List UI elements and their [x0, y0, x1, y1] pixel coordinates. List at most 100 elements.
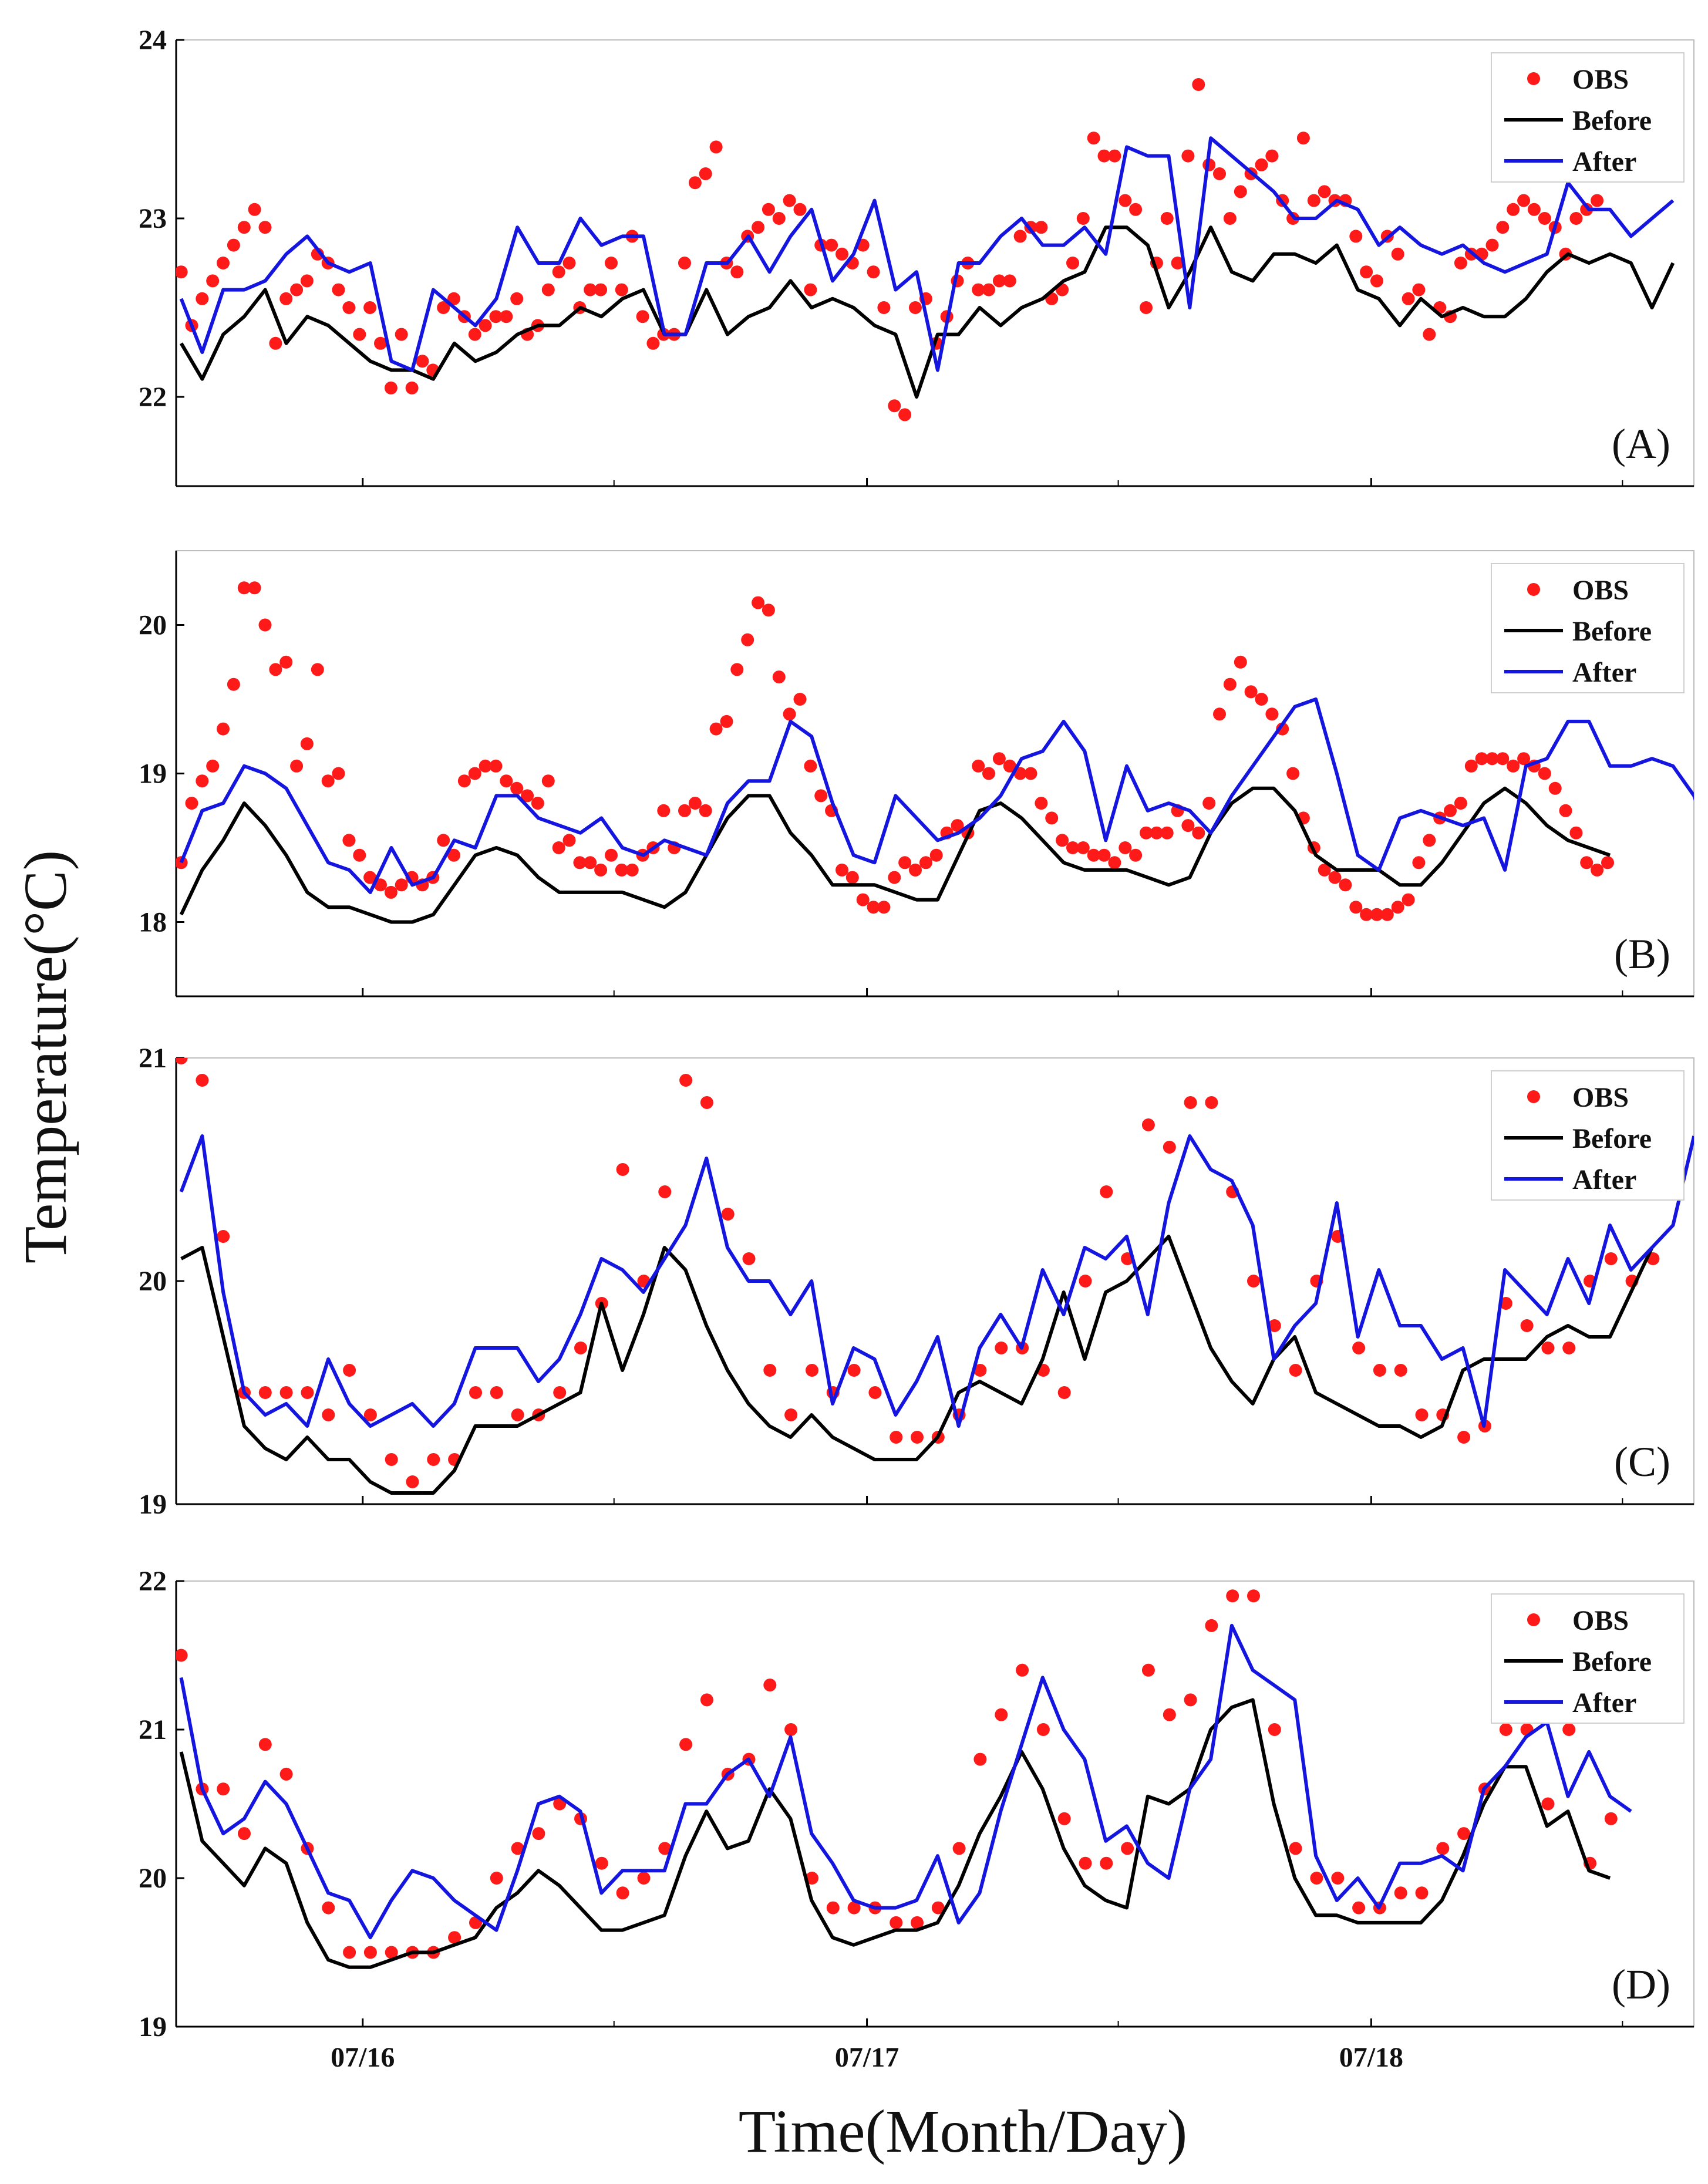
obs-point — [688, 797, 702, 810]
obs-point — [541, 283, 555, 296]
obs-point — [457, 774, 471, 788]
panel-b-y-tick-label: 18 — [139, 907, 167, 938]
obs-point — [416, 355, 429, 368]
obs-point — [1265, 707, 1279, 721]
obs-point — [552, 841, 565, 854]
x-tick-label: 07/16 — [331, 2042, 395, 2073]
obs-point — [952, 1842, 966, 1855]
obs-point — [1087, 848, 1100, 862]
panel-c: 19 20 21 OBS Before After (C) — [139, 1043, 1694, 1520]
obs-point — [1141, 1663, 1155, 1677]
obs-point — [176, 1058, 188, 1064]
obs-point — [322, 1408, 335, 1421]
obs-point — [784, 1723, 798, 1736]
obs-point — [1296, 132, 1310, 145]
obs-point — [206, 274, 220, 288]
panel-b-series-after-line — [179, 697, 1694, 894]
obs-point — [1121, 1842, 1134, 1855]
obs-point — [437, 301, 450, 314]
obs-point — [636, 310, 649, 323]
x-axis-title: Time(Month/Day) — [739, 2098, 1188, 2165]
obs-point — [616, 1886, 629, 1900]
obs-point — [227, 238, 240, 252]
obs-point — [176, 1649, 188, 1662]
obs-point — [1604, 1252, 1618, 1265]
obs-point — [353, 328, 366, 341]
obs-point — [1591, 194, 1604, 207]
obs-point — [806, 1364, 818, 1377]
obs-point — [1276, 722, 1289, 736]
obs-point — [1223, 212, 1237, 225]
obs-point — [700, 1693, 713, 1707]
obs-point — [1423, 328, 1436, 341]
obs-point — [637, 1872, 651, 1885]
obs-point — [1352, 1342, 1366, 1354]
obs-point — [1255, 693, 1268, 706]
obs-point — [1087, 132, 1100, 145]
obs-point — [615, 283, 628, 296]
obs-point — [332, 767, 345, 780]
obs-point — [804, 283, 817, 296]
panel-d-series-after-line — [179, 1623, 1632, 1940]
obs-point — [1234, 185, 1247, 198]
obs-point — [448, 1931, 461, 1944]
obs-point — [1247, 1589, 1260, 1603]
obs-point — [1569, 212, 1583, 225]
obs-point — [847, 1364, 861, 1377]
obs-point — [982, 767, 995, 780]
obs-point — [279, 1767, 293, 1781]
panel-b-y-tick-label: 20 — [139, 610, 167, 641]
obs-point — [510, 781, 524, 795]
obs-point — [395, 328, 408, 341]
obs-point — [699, 804, 712, 817]
obs-point — [584, 856, 597, 869]
obs-point — [279, 655, 293, 669]
obs-point — [678, 257, 691, 269]
obs-point — [1192, 78, 1205, 91]
obs-point — [720, 714, 733, 728]
obs-point — [657, 804, 671, 817]
obs-point — [836, 247, 848, 261]
obs-point — [919, 856, 932, 869]
obs-point — [688, 176, 702, 190]
x-tick-labels: 07/16 07/17 07/18 — [331, 2042, 1403, 2073]
obs-point — [1056, 834, 1069, 847]
obs-point — [605, 257, 618, 269]
obs-point — [395, 878, 408, 892]
panel-c-series-after-line — [179, 1134, 1694, 1428]
obs-point — [1016, 1663, 1029, 1677]
obs-point — [616, 1163, 629, 1176]
obs-point — [1013, 230, 1027, 243]
obs-point — [772, 670, 786, 684]
obs-point — [1339, 878, 1352, 892]
obs-point — [1370, 274, 1383, 288]
obs-point — [1394, 1364, 1407, 1377]
obs-point — [890, 1431, 903, 1444]
obs-point — [1394, 1886, 1407, 1900]
obs-point — [1436, 1842, 1450, 1855]
obs-point — [594, 283, 608, 296]
obs-point — [1140, 301, 1153, 314]
obs-point — [1580, 856, 1594, 869]
obs-point — [1538, 767, 1551, 780]
obs-point — [1391, 247, 1404, 261]
obs-point — [176, 265, 188, 279]
obs-point — [929, 848, 943, 862]
obs-point — [783, 707, 796, 721]
obs-point — [353, 848, 366, 862]
obs-point — [605, 848, 618, 862]
panel-d-y-tick-label: 21 — [139, 1714, 167, 1745]
obs-point — [1507, 203, 1520, 216]
obs-point — [301, 1386, 314, 1399]
obs-point — [1412, 856, 1426, 869]
obs-point — [1045, 811, 1059, 825]
obs-point — [469, 1386, 482, 1399]
obs-point — [521, 789, 534, 803]
obs-point — [269, 336, 282, 350]
obs-point — [511, 1408, 524, 1421]
legend-after-label: After — [1572, 146, 1636, 177]
obs-point — [1569, 826, 1583, 840]
obs-point — [658, 1842, 672, 1855]
obs-point — [1213, 167, 1226, 180]
obs-point — [196, 292, 209, 305]
